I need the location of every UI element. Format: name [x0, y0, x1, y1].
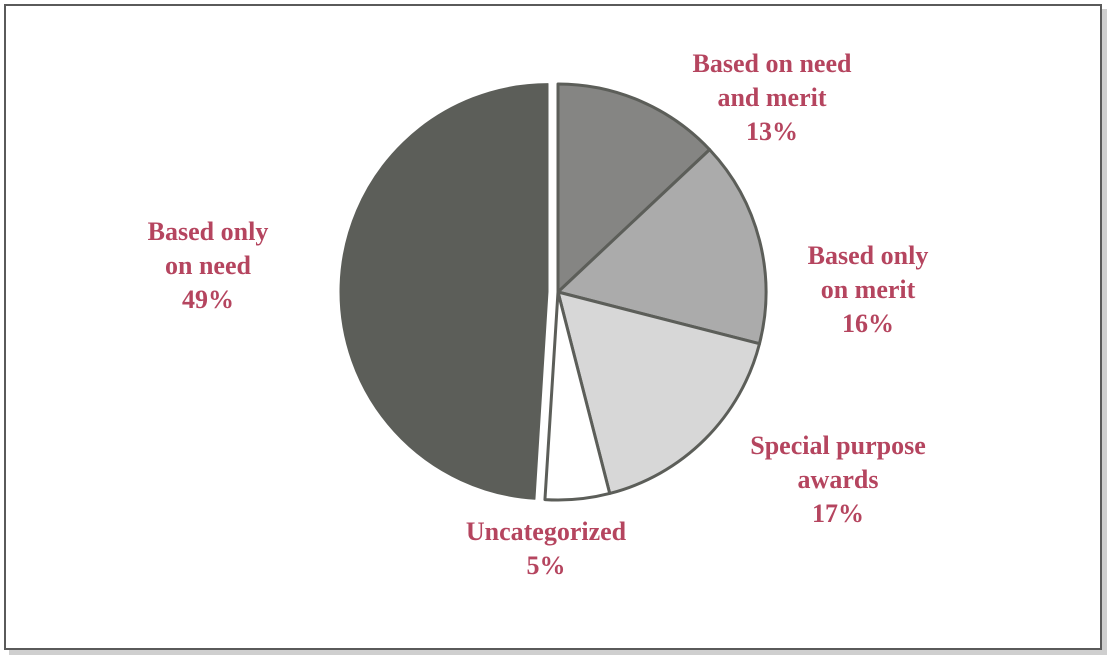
slice-label-3: Special purpose awards 17%: [750, 431, 926, 528]
pie-slice-1: [556, 82, 712, 294]
pie-slice-2: [556, 148, 768, 346]
pie-slice-5: [339, 83, 549, 500]
slice-label-1: Based on need and merit 13%: [693, 49, 852, 146]
pie-labels: Based on need and merit 13% Based only on me…: [148, 49, 929, 580]
slice-label-line: Uncategorized: [466, 517, 627, 546]
slice-percent: 13%: [746, 117, 798, 146]
slice-percent: 17%: [812, 499, 864, 528]
slice-label-4: Uncategorized 5%: [466, 517, 627, 580]
pie-slices: [339, 82, 768, 502]
slice-label-2: Based only on merit 16%: [808, 241, 929, 338]
slice-label-line: on need: [165, 251, 252, 280]
chart-frame: [4, 4, 1102, 650]
slice-percent: 49%: [182, 285, 234, 314]
slice-percent: 16%: [842, 309, 894, 338]
slice-label-5: Based only on need 49%: [148, 217, 269, 314]
slice-label-line: on merit: [821, 275, 916, 304]
slice-label-line: awards: [798, 465, 879, 494]
slice-label-line: and merit: [717, 83, 826, 112]
slice-label-line: Based only: [148, 217, 269, 246]
slice-label-line: Based on need: [693, 49, 852, 78]
slice-label-line: Based only: [808, 241, 929, 270]
pie-slice-4: [543, 290, 612, 502]
slice-percent: 5%: [527, 551, 566, 580]
pie-slice-3: [556, 290, 761, 495]
slice-label-line: Special purpose: [750, 431, 926, 460]
